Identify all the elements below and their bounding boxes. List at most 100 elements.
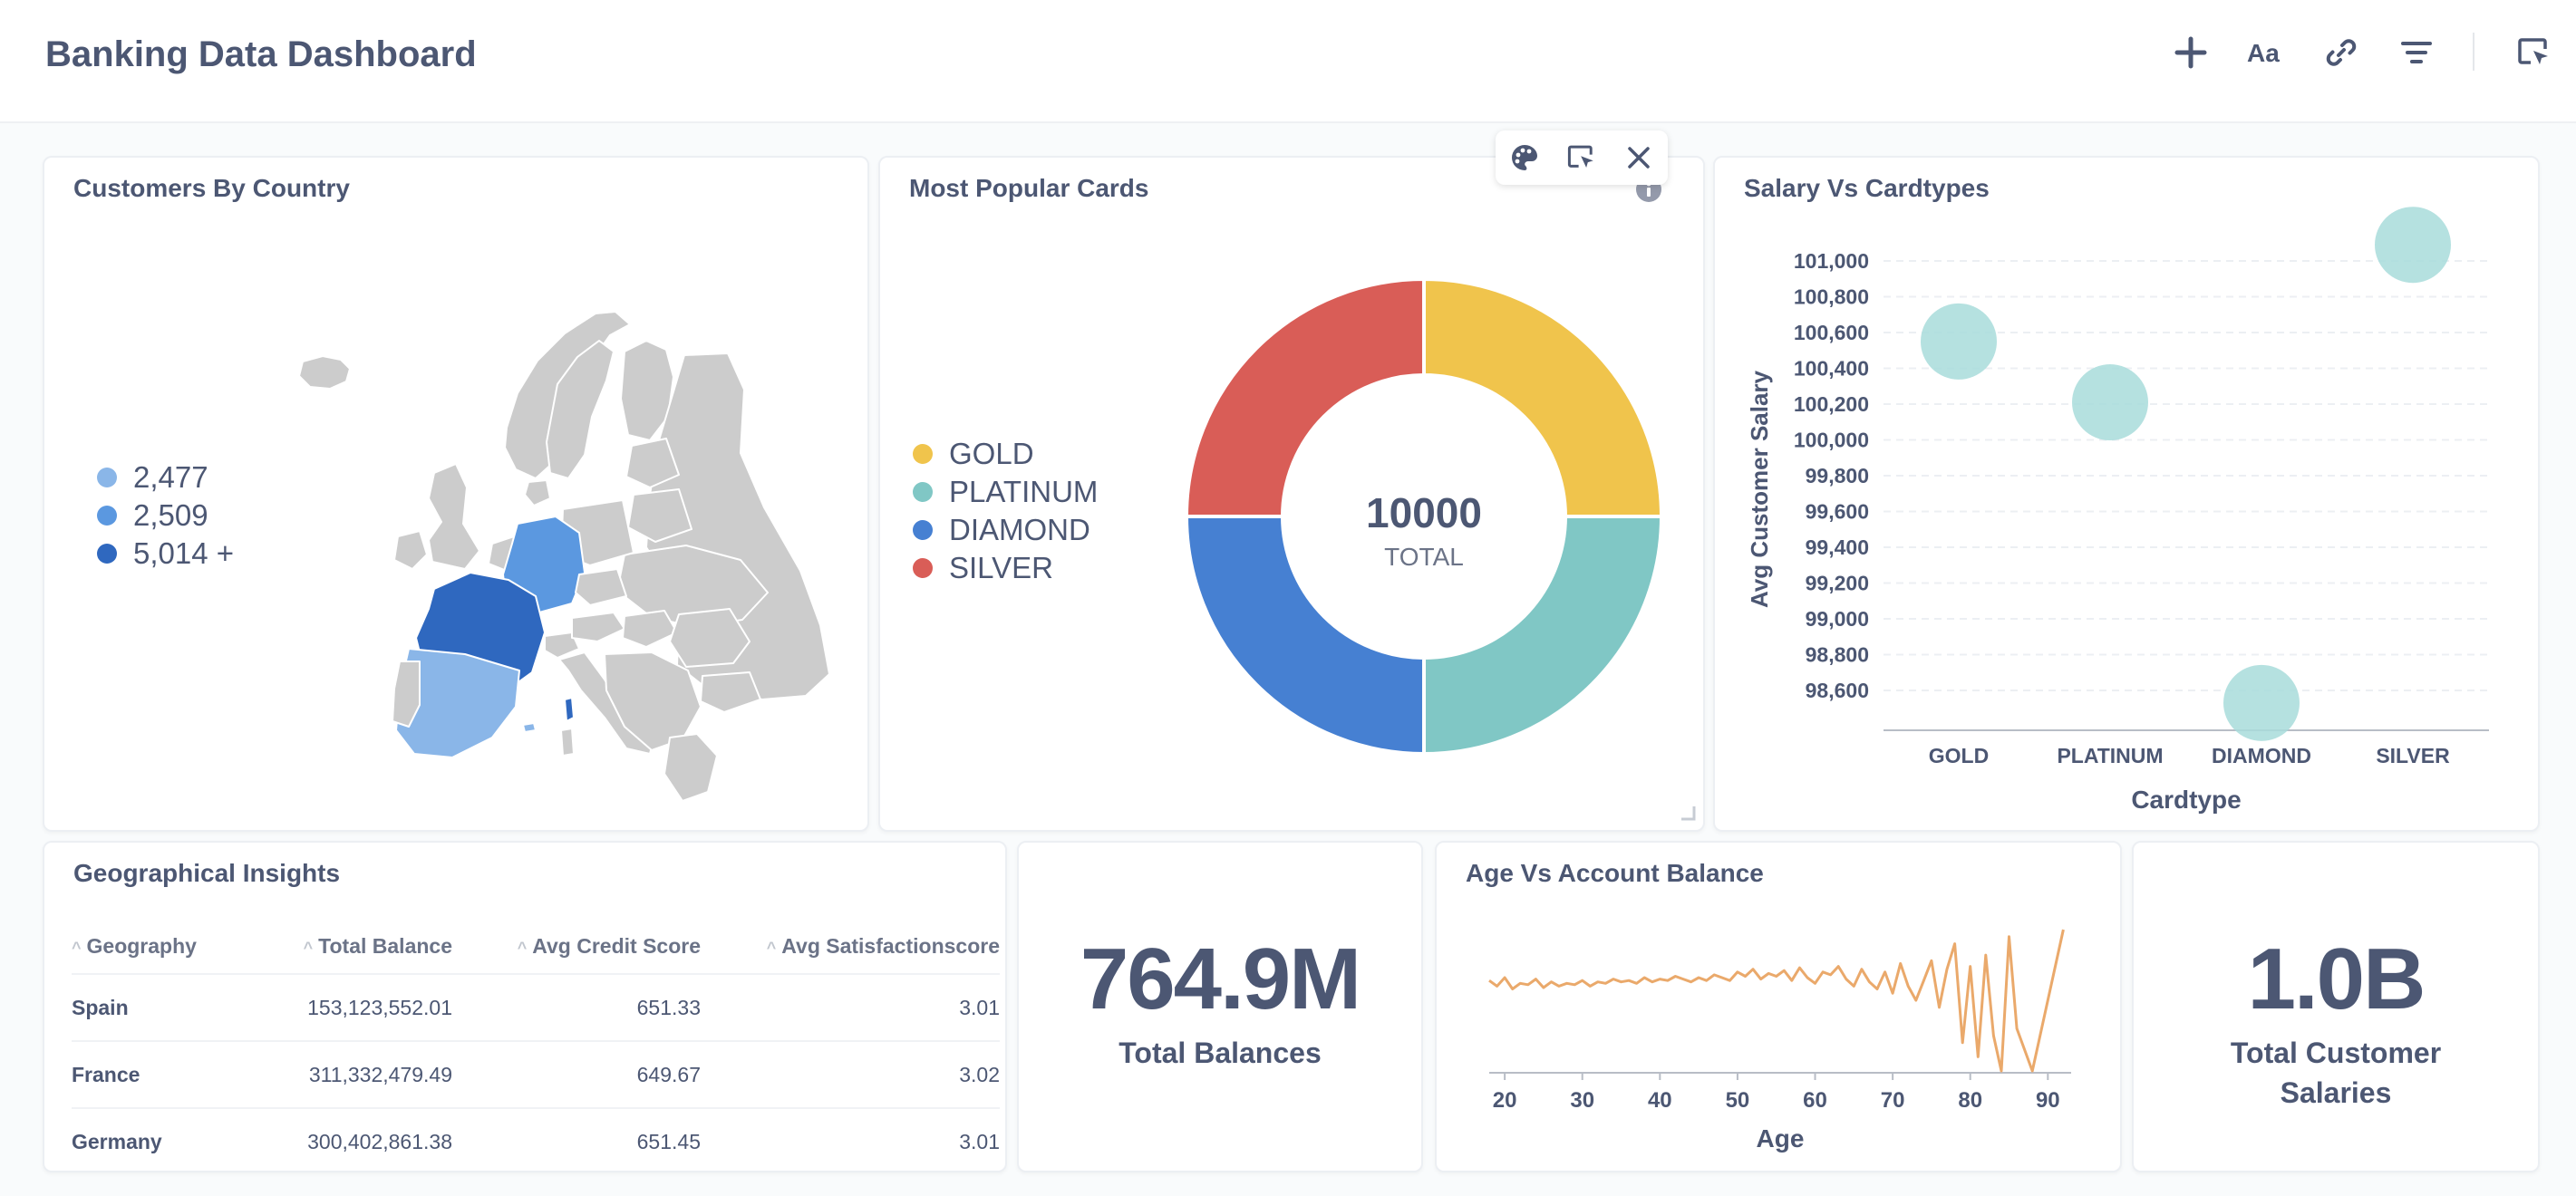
- pie-legend-item-silver[interactable]: SILVER: [913, 551, 1053, 585]
- map-legend-item: 5,014 +: [97, 536, 234, 571]
- column-header-label: Geography: [86, 933, 197, 958]
- legend-label: 2,509: [133, 498, 208, 532]
- card-age-vs-account-balance[interactable]: Age Vs Account Balance 20 30 40 50 60 70 80 90 …: [1435, 841, 2122, 1172]
- series-line: [1488, 929, 2065, 1073]
- text-size-icon: Aa: [2247, 39, 2280, 67]
- donut-slice-diamond[interactable]: [1184, 515, 1426, 757]
- card-total-balances[interactable]: 764.9M Total Balances: [1017, 841, 1423, 1172]
- legend-label: 5,014 +: [133, 536, 235, 570]
- donut-slice-platinum[interactable]: [1422, 515, 1664, 757]
- link-icon: [2326, 39, 2357, 66]
- scatter-point-platinum[interactable]: [2072, 364, 2148, 441]
- resize-handle-icon[interactable]: [1678, 803, 1698, 823]
- donut-slice-gold[interactable]: [1422, 276, 1664, 518]
- column-header-total-balance[interactable]: ^ Total Balance: [244, 919, 452, 974]
- pie-legend-item-platinum[interactable]: PLATINUM: [913, 475, 1098, 509]
- scalar-label-line1: Total Customer: [2230, 1037, 2442, 1069]
- text-size-button[interactable]: Aa: [2240, 27, 2290, 78]
- legend-label: GOLD: [949, 437, 1034, 470]
- remove-card-button[interactable]: [1616, 135, 1661, 180]
- scatter-chart[interactable]: 101,000 100,800 100,600 100,400 100,200 100,0…: [1715, 158, 2538, 830]
- legend-label: 2,477: [133, 460, 208, 494]
- card-geographical-insights[interactable]: Geographical Insights ^ Geography ^ Total …: [43, 841, 1007, 1174]
- sort-icon: ^: [72, 938, 82, 957]
- table-row[interactable]: France 311,332,479.49 649.67 3.02: [72, 1040, 1000, 1108]
- card-action-toolbar: [1496, 130, 1668, 185]
- x-tick-label: 90: [2036, 1088, 2060, 1113]
- column-header-label: Total Balance: [318, 933, 452, 958]
- scalar-label: Total Balances: [1119, 1037, 1322, 1069]
- x-axis-label: Age: [1757, 1124, 1805, 1153]
- cell-total-balance: 311,332,479.49: [244, 1040, 452, 1108]
- scatter-point-diamond[interactable]: [2223, 664, 2300, 741]
- y-tick-label: 99,400: [1806, 535, 1869, 559]
- x-tick-label: 80: [1958, 1088, 1982, 1113]
- scalar-value: 764.9M: [1080, 931, 1361, 1027]
- click-behavior-card-button[interactable]: [1559, 135, 1604, 180]
- column-header-avg-satisfaction[interactable]: ^ Avg Satisfactionscore: [701, 919, 1000, 974]
- click-behavior-button[interactable]: [2509, 27, 2560, 78]
- x-tick-label: SILVER: [2376, 744, 2450, 767]
- card-most-popular-cards[interactable]: Most Popular Cards GOLD PLATINUM DIAMOND…: [878, 156, 1705, 832]
- pie-legend-item-diamond[interactable]: DIAMOND: [913, 513, 1090, 547]
- palette-button[interactable]: [1502, 135, 1547, 180]
- y-tick-label: 100,800: [1794, 285, 1869, 309]
- card-total-customer-salaries[interactable]: 1.0B Total Customer Salaries: [2132, 841, 2540, 1172]
- geo-table: ^ Geography ^ Total Balance ^ Avg Credit Sc…: [72, 919, 1000, 1174]
- page-title: Banking Data Dashboard: [45, 34, 477, 74]
- scatter-point-silver[interactable]: [2375, 207, 2451, 284]
- legend-swatch: [913, 482, 933, 502]
- column-header-avg-credit-score[interactable]: ^ Avg Credit Score: [452, 919, 701, 974]
- column-header-label: Avg Credit Score: [532, 933, 701, 958]
- table-row[interactable]: Germany 300,402,861.38 651.45 3.01: [72, 1107, 1000, 1174]
- map-region-ireland: [393, 530, 428, 570]
- x-tick-label: 30: [1570, 1088, 1594, 1113]
- sort-icon: ^: [303, 938, 314, 957]
- cell-avg-credit-score: 649.67: [452, 1040, 701, 1108]
- x-tick-label: 70: [1881, 1088, 1905, 1113]
- table-row[interactable]: Spain 153,123,552.01 651.33 3.01: [72, 973, 1000, 1041]
- cell-geography: Germany: [72, 1107, 244, 1174]
- map-region-balearic: [522, 722, 537, 733]
- column-header-geography[interactable]: ^ Geography: [72, 919, 244, 974]
- map-region-hungary: [622, 610, 678, 648]
- map-region-corsica: [564, 697, 575, 722]
- card-salary-vs-cardtypes[interactable]: Salary Vs Cardtypes 101,000 100,800 100,60…: [1713, 156, 2540, 832]
- column-header-label: Avg Satisfactionscore: [781, 933, 1000, 958]
- legend-swatch: [97, 544, 117, 564]
- close-icon: [1628, 147, 1651, 169]
- pie-legend-item-gold[interactable]: GOLD: [913, 437, 1034, 471]
- map-region-uk: [428, 463, 480, 570]
- y-tick-label: 100,200: [1794, 392, 1869, 416]
- scalar-value: 1.0B: [2247, 931, 2426, 1027]
- y-tick-label: 100,000: [1794, 429, 1869, 452]
- filter-button[interactable]: [2391, 27, 2442, 78]
- card-customers-by-country[interactable]: Customers By Country 2,477 2,509 5,014 +: [43, 156, 869, 832]
- y-tick-label: 98,800: [1806, 643, 1869, 667]
- map-region-portugal: [392, 661, 421, 728]
- scalar-label-line2: Salaries: [2280, 1076, 2392, 1109]
- europe-map[interactable]: [44, 158, 867, 830]
- map-region-sweden: [546, 340, 615, 479]
- line-chart[interactable]: 20 30 40 50 60 70 80 90 Age: [1437, 843, 2120, 1171]
- scatter-point-gold[interactable]: [1921, 303, 1997, 380]
- map-region-ukraine: [616, 545, 769, 628]
- y-tick-label: 101,000: [1794, 249, 1869, 273]
- map-region-iceland: [298, 355, 351, 390]
- map-region-greece: [663, 733, 718, 802]
- cell-geography: Spain: [72, 973, 244, 1041]
- donut-total-value: 10000: [1366, 489, 1482, 536]
- y-tick-label: 100,400: [1794, 357, 1869, 381]
- donut-chart[interactable]: 10000 TOTAL: [1179, 272, 1669, 761]
- sort-icon: ^: [766, 938, 777, 957]
- cell-avg-satisfaction: 3.01: [701, 1107, 1000, 1174]
- card-title: Customers By Country: [73, 174, 350, 202]
- x-tick-label: 40: [1648, 1088, 1672, 1113]
- map-legend-item: 2,477: [97, 460, 208, 495]
- link-button[interactable]: [2316, 27, 2367, 78]
- map-region-bulgaria: [700, 671, 761, 713]
- cell-avg-satisfaction: 3.02: [701, 1040, 1000, 1108]
- donut-slice-silver[interactable]: [1184, 276, 1426, 518]
- card-title: Geographical Insights: [73, 859, 341, 887]
- add-button[interactable]: [2165, 27, 2216, 78]
